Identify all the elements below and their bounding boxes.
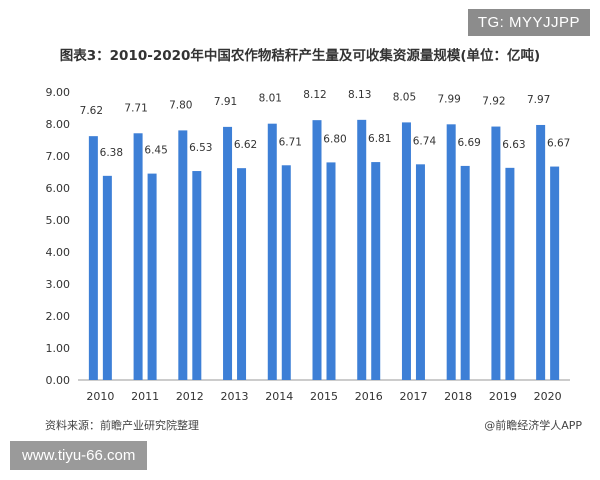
bar-primary [178,130,188,380]
data-label-primary: 7.97 [527,94,550,106]
bar-secondary [371,162,381,380]
y-tick-label: 3.00 [46,278,71,291]
data-label-secondary: 6.53 [189,142,212,154]
x-tick-label: 2015 [310,390,338,403]
data-label-primary: 7.71 [124,102,147,114]
data-label-primary: 7.80 [169,99,192,111]
x-tick-label: 2010 [86,390,114,403]
data-label-primary: 7.91 [214,96,237,108]
bar-primary [401,122,411,381]
y-tick-label: 0.00 [46,374,71,387]
x-tick-label: 2020 [534,390,562,403]
bar-secondary [147,173,157,380]
bar-primary [312,120,322,380]
chart-title: 图表3：2010-2020年中国农作物秸秆产生量及可收集资源量规模(单位：亿吨) [59,48,541,64]
data-label-primary: 7.99 [437,93,460,105]
x-tick-label: 2011 [131,390,159,403]
y-tick-label: 8.00 [46,118,71,131]
data-label-primary: 8.01 [259,93,282,105]
bar-chart: 0.00 1.00 2.00 3.00 4.00 5.00 6.00 7.00 8.00 9.00… [46,86,571,403]
y-tick-label: 2.00 [46,310,71,323]
bar-primary [536,124,546,381]
bar-secondary [505,167,515,380]
bar-secondary [237,168,247,380]
x-tick-label: 2018 [444,390,472,403]
x-tick-label: 2014 [265,390,293,403]
data-label-secondary: 6.81 [368,133,391,145]
y-tick-label: 9.00 [46,86,71,99]
x-tick-label: 2017 [399,390,427,403]
data-label-secondary: 6.67 [547,138,570,150]
url-watermark: www.tiyu-66.com [10,441,148,470]
source-note: 资料来源：前瞻产业研究院整理 [45,419,199,432]
data-label-primary: 8.12 [303,89,326,101]
data-label-secondary: 6.69 [457,137,480,149]
y-tick-label: 6.00 [46,182,71,195]
bar-primary [267,123,277,381]
bar-secondary [102,175,112,380]
data-label-secondary: 6.38 [100,147,123,159]
data-label-secondary: 6.74 [413,135,437,147]
y-tick-label: 4.00 [46,246,71,259]
bar-primary [133,133,143,380]
bar-secondary [460,165,470,380]
bar-secondary [326,162,336,380]
bar-secondary [550,166,560,380]
data-label-primary: 8.05 [393,91,416,103]
y-tick-label: 7.00 [46,150,71,163]
y-tick-label: 5.00 [46,214,71,227]
data-label-secondary: 6.62 [234,139,257,151]
data-label-primary: 8.13 [348,89,371,101]
bar-primary [88,136,98,380]
bar-secondary [281,165,291,380]
data-label-secondary: 6.45 [144,145,167,157]
x-tick-label: 2019 [489,390,517,403]
bar-primary [357,119,367,380]
bar-secondary [415,164,425,380]
bar-primary [491,126,501,380]
bar-secondary [192,171,202,380]
publisher-credit: @前瞻经济学人APP [484,419,582,432]
data-label-primary: 7.92 [482,96,505,108]
data-label-secondary: 6.63 [502,139,525,151]
y-tick-label: 1.00 [46,342,71,355]
data-label-secondary: 6.80 [323,133,346,145]
data-label-primary: 7.62 [80,105,103,117]
x-tick-label: 2012 [176,390,204,403]
bar-primary [223,126,233,380]
watermark-badge: TG: MYYJJPP [467,9,590,36]
x-tick-label: 2016 [355,390,383,403]
bar-primary [446,124,456,380]
x-tick-label: 2013 [221,390,249,403]
data-label-secondary: 6.71 [279,136,302,148]
